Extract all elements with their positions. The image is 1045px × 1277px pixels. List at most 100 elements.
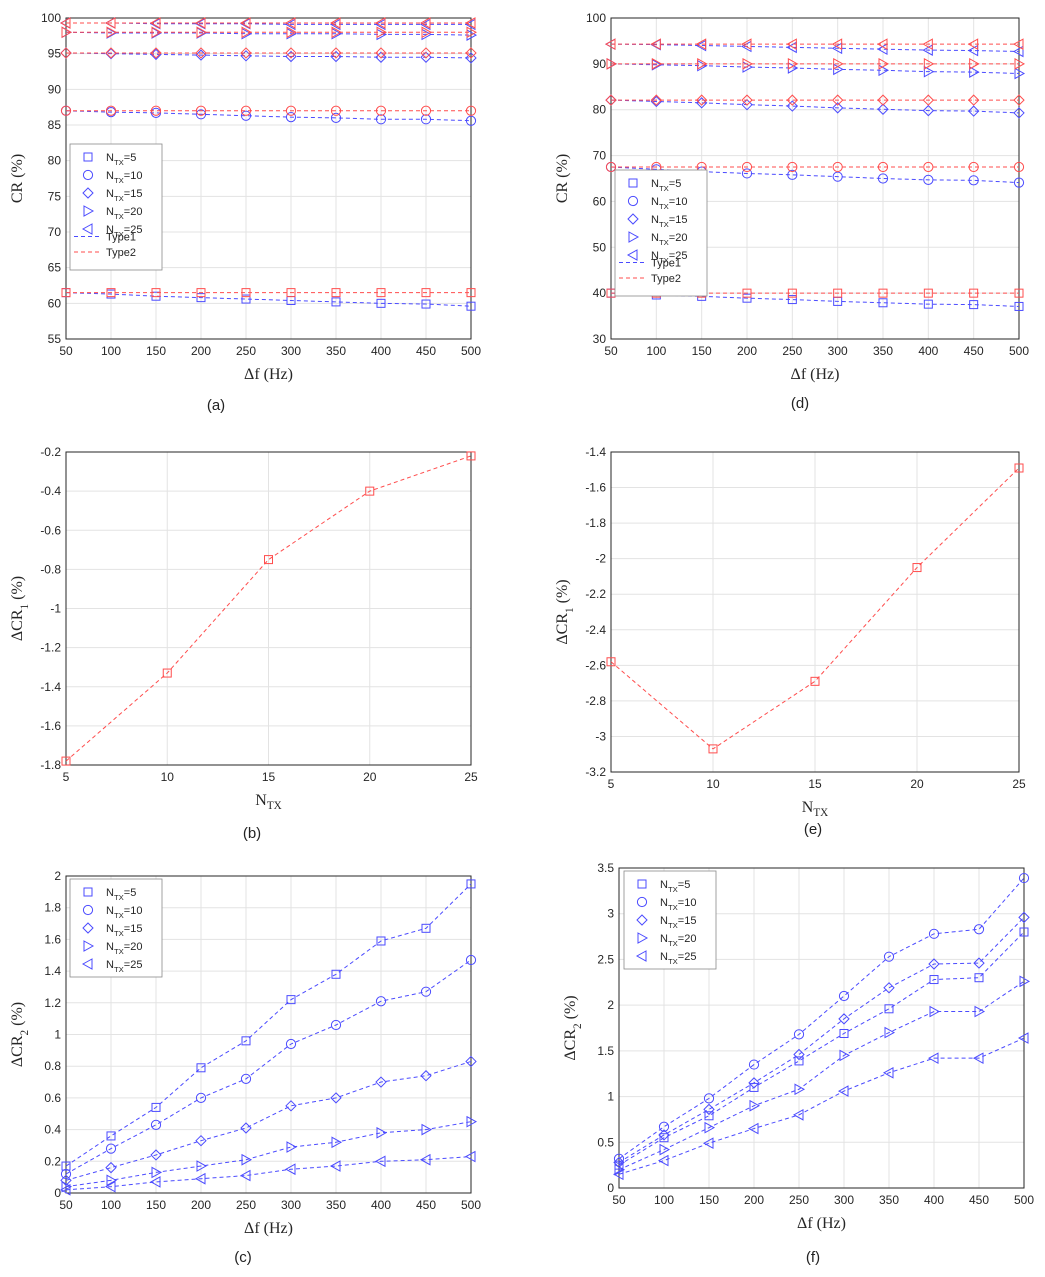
data-point	[974, 973, 984, 983]
data-point	[196, 288, 206, 298]
data-point	[613, 1153, 625, 1164]
legend-marker	[627, 195, 639, 207]
series-line	[65, 455, 472, 762]
data-point	[376, 26, 388, 39]
chart-panel-e: 5 10 15 20 25 -3.2 -3 -2.8 -2.6 -2.4 -2.2 -2 -1.8 -1.…	[554, 445, 1026, 838]
data-point	[786, 94, 799, 106]
data-point	[240, 1122, 252, 1134]
x-tick-label: 5	[608, 777, 615, 791]
data-point	[162, 668, 172, 678]
data-point	[421, 1123, 433, 1136]
data-point	[241, 1153, 253, 1166]
data-point	[194, 17, 206, 29]
data-point	[704, 1111, 714, 1121]
x-tick-label: 350	[326, 344, 346, 358]
data-point	[196, 293, 206, 303]
y-axis-label: CR (%)	[554, 154, 571, 203]
data-point	[151, 1166, 163, 1179]
data-point	[877, 94, 889, 106]
data-point	[376, 1126, 388, 1139]
data-point	[831, 102, 844, 114]
legend-marker	[82, 922, 94, 934]
data-point	[810, 676, 820, 686]
data-point	[466, 288, 476, 298]
data-point	[787, 288, 797, 298]
data-point	[61, 26, 73, 39]
data-point	[151, 1102, 161, 1112]
data-point	[832, 161, 843, 173]
legend-box	[69, 878, 163, 978]
data-point	[831, 38, 843, 50]
data-point	[240, 105, 252, 116]
data-point	[149, 17, 161, 29]
data-point	[878, 298, 888, 308]
data-point	[604, 38, 616, 50]
data-point	[286, 26, 298, 39]
y-tick-label: 60	[593, 194, 607, 208]
data-point	[741, 168, 753, 179]
y-tick-label: 2	[54, 869, 61, 883]
legend-marker	[83, 152, 93, 162]
series-line	[618, 980, 1025, 1171]
legend-type-label: Type1	[651, 258, 681, 270]
legend-marker	[82, 169, 94, 181]
data-point	[741, 94, 753, 106]
data-point	[151, 288, 161, 298]
data-point	[420, 986, 432, 997]
data-point	[195, 1134, 207, 1147]
x-tick-label: 50	[59, 344, 73, 358]
panel-label: (a)	[207, 397, 225, 414]
data-point	[195, 47, 207, 59]
x-tick-label: 50	[604, 344, 618, 358]
x-tick-label: 200	[191, 344, 211, 358]
data-point	[465, 954, 477, 966]
data-point	[747, 1122, 759, 1135]
data-point	[884, 1026, 896, 1039]
data-point	[421, 923, 431, 933]
data-point	[695, 94, 708, 106]
data-point	[650, 94, 663, 106]
data-point	[330, 1092, 342, 1104]
y-tick-label: -1.8	[585, 516, 606, 530]
data-point	[150, 105, 162, 116]
data-point	[742, 293, 752, 303]
y-tick-label: 0.2	[44, 1154, 61, 1168]
x-axis-label: Δf (Hz)	[797, 1215, 846, 1232]
data-point	[923, 174, 934, 185]
data-point	[59, 1183, 71, 1196]
x-tick-label: 500	[1009, 344, 1029, 358]
data-point	[651, 58, 663, 70]
data-point	[1012, 45, 1024, 58]
data-point	[330, 105, 342, 116]
data-point	[794, 1056, 804, 1066]
legend-marker	[82, 187, 94, 199]
x-tick-label: 5	[63, 770, 70, 784]
data-point	[376, 288, 386, 298]
legend-entry-label: NTX=25	[651, 250, 687, 265]
y-tick-label: 60	[48, 296, 62, 310]
data-point	[240, 1073, 252, 1084]
data-point	[376, 936, 386, 946]
y-tick-label: 0	[54, 1186, 61, 1200]
legend-entry-label: NTX=10	[651, 196, 687, 211]
legend-box	[623, 870, 717, 970]
data-point	[969, 300, 979, 310]
data-point	[742, 288, 752, 298]
series-line	[65, 959, 472, 1175]
y-tick-label: -1.2	[40, 641, 61, 655]
data-point	[61, 1161, 71, 1171]
data-point	[1018, 872, 1030, 884]
legend-entry-label: NTX=5	[660, 879, 690, 894]
legend-marker	[637, 932, 649, 944]
y-tick-label: 1.6	[44, 932, 61, 946]
data-point	[61, 1180, 73, 1193]
series-line	[65, 1121, 472, 1188]
data-point	[375, 114, 387, 125]
data-point	[923, 161, 934, 173]
x-tick-label: 150	[699, 1193, 719, 1207]
legend-entry-label: NTX=15	[106, 188, 142, 203]
data-point	[969, 66, 980, 78]
data-point	[105, 47, 117, 59]
data-point	[104, 1180, 116, 1193]
